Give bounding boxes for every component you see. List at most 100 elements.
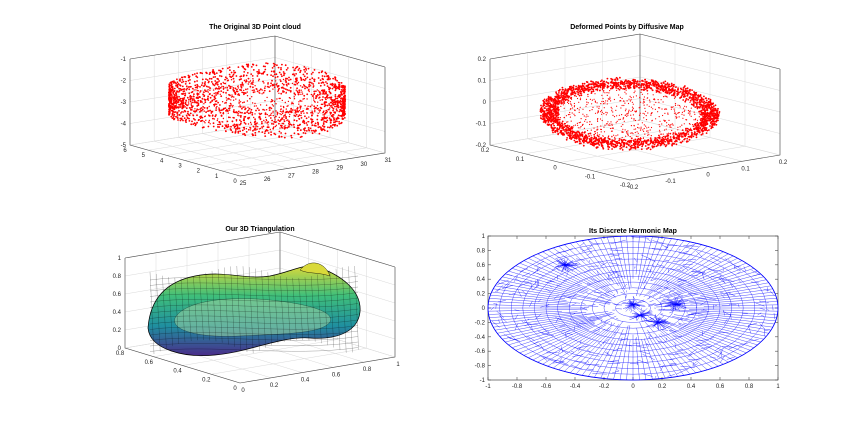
data-point: [247, 117, 249, 120]
panel-3d-triangulation: Our 3D Triangulation00.20.40.60.8100.20.…: [113, 226, 401, 394]
data-point: [558, 92, 560, 94]
data-point: [175, 84, 177, 87]
data-point: [249, 112, 251, 114]
data-point: [235, 119, 238, 121]
data-point: [617, 84, 620, 87]
data-point: [247, 112, 250, 115]
data-point: [280, 135, 283, 138]
data-point: [665, 108, 668, 110]
data-point: [685, 129, 687, 132]
data-point: [572, 86, 575, 89]
data-point: [199, 101, 202, 103]
data-point: [542, 99, 545, 102]
data-point: [290, 111, 292, 114]
data-point: [226, 89, 229, 92]
data-point: [262, 125, 265, 128]
data-point: [274, 133, 277, 136]
mesh-line: [230, 266, 235, 347]
data-point: [654, 99, 656, 101]
data-point: [622, 118, 624, 120]
data-point: [327, 77, 330, 80]
data-point: [619, 147, 622, 150]
data-point: [196, 108, 199, 111]
data-point: [194, 119, 196, 121]
data-point: [237, 87, 240, 89]
data-point: [199, 116, 201, 118]
data-point: [602, 146, 604, 149]
data-point: [281, 99, 283, 102]
mesh-line: [317, 274, 322, 344]
data-point: [699, 113, 701, 115]
data-point: [654, 141, 657, 144]
data-point: [672, 106, 674, 108]
data-point: [193, 99, 196, 102]
data-point: [542, 103, 545, 105]
data-point: [168, 113, 171, 116]
data-point: [252, 125, 255, 128]
data-point: [325, 81, 327, 83]
data-point: [181, 115, 184, 118]
data-point: [334, 78, 337, 81]
data-point: [715, 123, 718, 126]
data-point: [247, 83, 250, 85]
data-point: [666, 138, 668, 141]
data-point: [630, 83, 633, 86]
data-point: [297, 81, 300, 84]
data-point: [620, 125, 622, 127]
data-point: [178, 87, 181, 90]
data-point: [685, 127, 687, 129]
y-tick-label: 0.8: [477, 248, 486, 254]
data-point: [186, 112, 189, 115]
data-point: [232, 124, 235, 127]
data-point: [679, 91, 681, 93]
y-tick-label: 2: [197, 169, 201, 175]
data-point: [331, 87, 334, 90]
data-point: [572, 126, 574, 128]
data-point: [578, 122, 580, 124]
data-point: [567, 88, 569, 91]
data-point: [324, 93, 326, 95]
data-point: [183, 97, 186, 99]
data-point: [264, 85, 266, 88]
data-point: [306, 76, 309, 79]
data-point: [628, 82, 631, 85]
data-point: [298, 101, 300, 103]
data-point: [235, 90, 238, 93]
data-point: [559, 117, 561, 119]
data-point: [624, 91, 626, 93]
x-tick-label: 0: [706, 173, 710, 179]
data-point: [596, 132, 599, 134]
data-point: [247, 106, 249, 109]
data-point: [215, 103, 218, 106]
data-point: [212, 70, 215, 73]
data-point: [603, 126, 605, 128]
mesh-line: [149, 319, 359, 325]
data-point: [322, 123, 325, 125]
data-point: [585, 116, 587, 118]
data-point: [261, 122, 263, 125]
data-point: [311, 110, 313, 112]
data-point: [234, 123, 236, 126]
data-point: [563, 98, 565, 100]
data-point: [266, 62, 269, 65]
data-point: [551, 105, 553, 107]
data-point: [582, 113, 584, 115]
data-point: [593, 136, 596, 138]
data-point: [658, 101, 660, 103]
data-point: [627, 114, 629, 116]
data-point: [255, 105, 257, 107]
data-point: [233, 70, 235, 72]
x-tick-label: 27: [288, 173, 295, 179]
data-point: [237, 66, 240, 68]
data-point: [303, 121, 306, 123]
data-point: [168, 103, 171, 105]
data-point: [190, 123, 193, 126]
data-point: [315, 90, 317, 93]
data-point: [242, 85, 244, 87]
data-point: [645, 141, 647, 144]
data-point: [293, 98, 296, 100]
data-point: [625, 89, 627, 91]
data-point: [554, 126, 556, 129]
grid-line: [211, 348, 367, 375]
data-point: [185, 99, 187, 101]
